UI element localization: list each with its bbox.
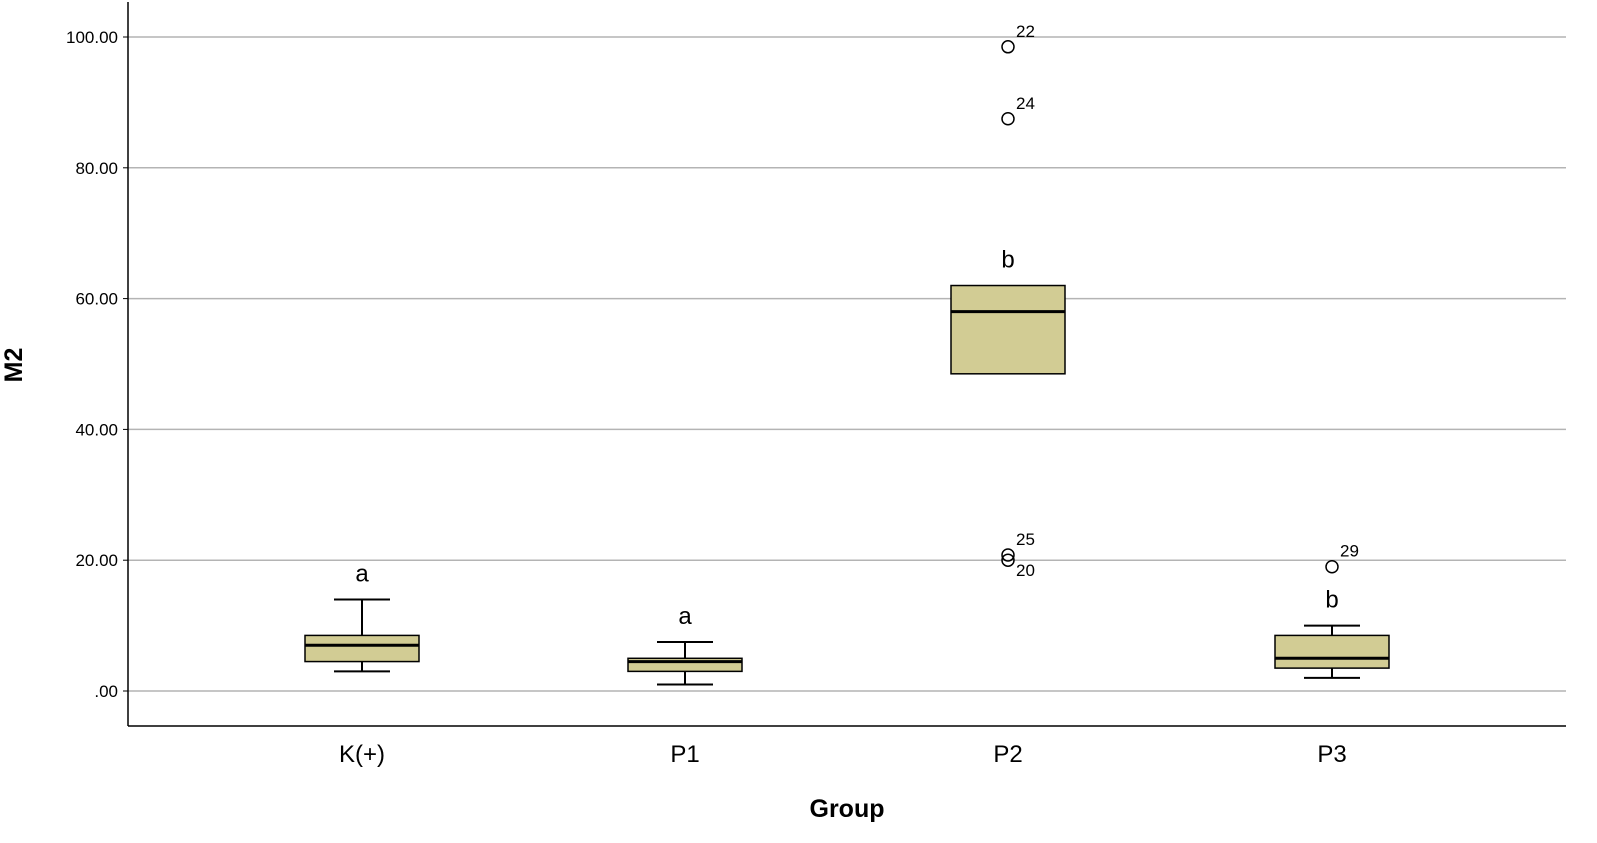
outlier-point [1001,112,1015,126]
outlier-label: 20 [1016,561,1035,580]
outlier-point [1001,553,1015,567]
x-tick-label: P3 [1317,741,1346,768]
outlier-label: 29 [1340,542,1359,561]
outlier-label: 22 [1016,22,1035,41]
x-axis-title: Group [810,795,885,823]
y-axis-title: M2 [0,348,28,383]
y-tick-label: .00 [94,682,118,701]
y-tick-label: 60.00 [75,290,118,309]
x-tick-label: P1 [670,741,699,768]
outlier-label: 24 [1016,94,1035,113]
box-group-K(+): a [304,560,420,673]
outlier-label: 25 [1016,530,1035,549]
box-iqr [950,284,1066,375]
outlier-point [1001,548,1015,562]
x-tick-label: K(+) [339,741,385,768]
box-plots: a a 22 24 25 20 b 29 b [304,22,1390,686]
outlier-point [1325,559,1339,574]
y-tick-label: 80.00 [75,159,118,178]
box-group-P3: 29 b [1274,542,1390,679]
y-tick-label: 100.00 [66,28,118,47]
y-tick-label: 20.00 [75,551,118,570]
x-tick-label: P2 [993,741,1022,768]
significance-letter: a [355,560,369,587]
box-group-P2: 22 24 25 20 b [950,22,1066,580]
significance-letter: b [1001,247,1014,274]
significance-letter: a [678,603,692,630]
axes [127,2,1566,727]
significance-letter: b [1325,587,1338,614]
y-tick-label: 40.00 [75,420,118,439]
outlier-point [1001,40,1015,54]
box-iqr [1274,634,1390,669]
box-group-P1: a [627,603,743,686]
x-tick-labels: K(+) P1 P2 P3 [339,741,1347,768]
y-tick-labels: .00 20.00 40.00 60.00 80.00 100.00 [66,28,118,701]
box-iqr [304,634,420,663]
grid-lines [123,36,1566,692]
